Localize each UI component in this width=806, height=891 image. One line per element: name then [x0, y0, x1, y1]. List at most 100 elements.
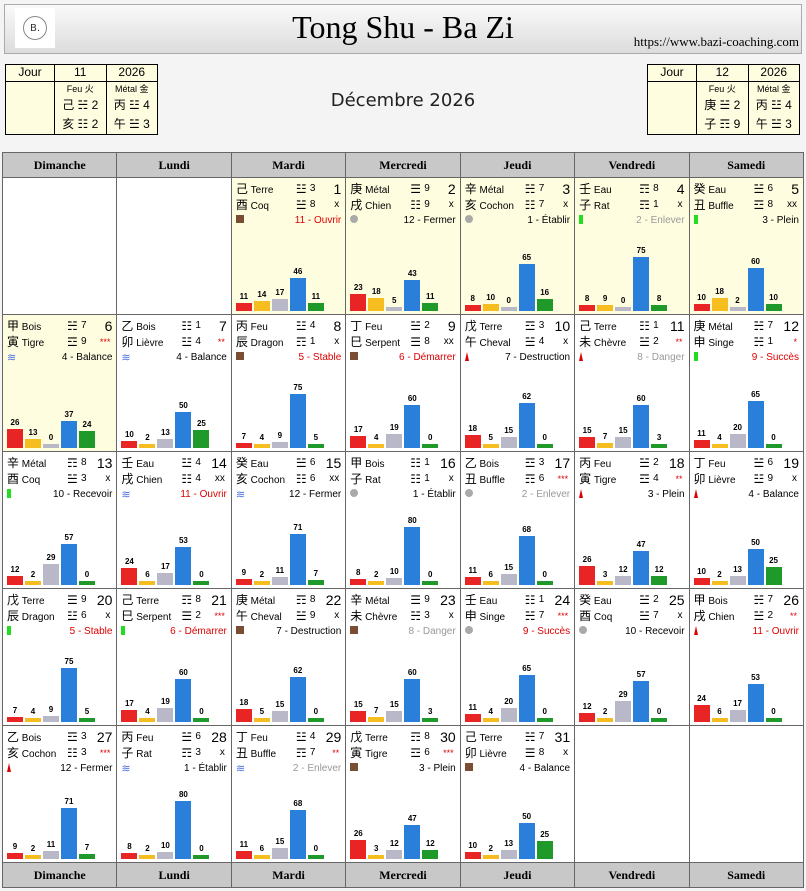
day-cell[interactable]: 乙 Bois ☲ 3 27 亥 Cochon ☷ 3 *** 12 - Fermer 9 2 11 71…: [1, 725, 118, 863]
day-number[interactable]: 14: [211, 455, 227, 471]
day-officer: 4 - Balance: [176, 352, 227, 363]
stem-element: Eau: [136, 459, 155, 470]
weekday-top-6: Samedi: [688, 152, 805, 178]
day-number[interactable]: 30: [440, 729, 456, 745]
day-cell[interactable]: 甲 Bois ☵ 7 6 寅 Tigre ☲ 9 *** ≋ 4 - Balance 26 13 0 37…: [1, 314, 118, 452]
day-number[interactable]: 23: [440, 592, 456, 608]
branch-animal: Rat: [593, 201, 610, 212]
brown-square-icon: [235, 215, 244, 227]
day-number[interactable]: 25: [668, 592, 685, 608]
element-bar-label-2: 13: [160, 427, 170, 437]
branch-row: 卯 Lièvre ☰ 8 x: [465, 745, 570, 761]
branch-row: 申 Singe ☵ 1 *: [694, 334, 799, 350]
day-number[interactable]: 12: [783, 318, 799, 334]
day-cell[interactable]: 戊 Terre ☲ 3 10 午 Cheval ☱ 4 x 7 - Destruction 18 5…: [459, 314, 576, 452]
day-number[interactable]: 29: [325, 729, 342, 745]
month-stem: 己 ☵ 2: [62, 98, 99, 112]
day-officer: 12 - Fermer: [289, 489, 342, 500]
day-cell[interactable]: 癸 Eau ☱ 6 15 亥 Cochon ☷ 6 xx ≋ 12 - Fermer 9 2 11 71 7: [230, 451, 347, 589]
branch-animal: Rat: [365, 475, 381, 486]
day-cell[interactable]: 甲 Bois ☵ 7 26 戌 Chien ☱ 2 ** 11 - Ouvrir 24 6 17 53 0: [688, 588, 805, 726]
flying-star: 3: [81, 473, 87, 484]
day-number[interactable]: 18: [668, 455, 685, 471]
element-bar-label-1: 2: [30, 570, 36, 579]
site-url-link[interactable]: https://www.bazi-coaching.com: [633, 34, 799, 49]
element-bar-label-2: 15: [618, 426, 628, 436]
day-rating: **: [789, 611, 797, 621]
day-cell[interactable]: 乙 Bois ☷ 1 7 卯 Lièvre ☳ 4 ** ≋ 4 - Balance 10 2 13 50…: [116, 314, 232, 452]
day-cell[interactable]: 壬 Eau ☶ 8 4 子 Rat ☶ 1 x 2 - Enlever 8 9 0 75 8: [574, 177, 690, 315]
day-number[interactable]: 21: [211, 592, 227, 608]
day-cell[interactable]: 丙 Feu ☱ 6 28 子 Rat ☶ 3 x ≋ 1 - Établir 8 2 10 80 0: [116, 725, 232, 863]
day-number[interactable]: 6: [104, 318, 113, 334]
day-cell[interactable]: 辛 Métal ☶ 8 13 酉 Coq ☱ 3 x 10 - Recevoir 12 2 29 57 0: [1, 451, 118, 589]
day-rating: ***: [99, 748, 111, 758]
day-cell[interactable]: 丙 Feu ☳ 4 8 辰 Dragon ☶ 1 x 5 - Stable 7 4 9 75 5: [230, 314, 347, 452]
trigram-icon: ☱: [753, 609, 765, 623]
day-cell[interactable]: 丁 Feu ☱ 6 19 卯 Lièvre ☳ 9 x 4 - Balance 10 2 13 50 25: [688, 451, 805, 589]
day-number[interactable]: 1: [333, 181, 342, 197]
day-number[interactable]: 4: [676, 181, 685, 197]
day-cell[interactable]: 丁 Feu ☳ 4 29 丑 Buffle ☶ 7 ** ≋ 2 - Enlever 11 6 15 68…: [230, 725, 347, 863]
day-cell[interactable]: 庚 Métal ☰ 9 2 戌 Chien ☷ 9 x 12 - Fermer 23 18 5 43 11: [345, 177, 461, 315]
day-number[interactable]: 9: [447, 318, 456, 334]
element-bar-label-1: 4: [488, 707, 493, 716]
day-cell[interactable]: 甲 Bois ☷ 1 16 子 Rat ☷ 1 x 1 - Établir 8 2 10 80 0: [345, 451, 461, 589]
day-cell[interactable]: 乙 Bois ☲ 3 17 丑 Buffle ☶ 6 *** 2 - Enlever 11 6 15 6…: [459, 451, 576, 589]
day-number[interactable]: 8: [333, 318, 342, 334]
day-number[interactable]: 24: [554, 592, 571, 608]
day-cell[interactable]: 壬 Eau ☷ 1 24 申 Singe ☵ 7 *** 9 - Succès 11 4 20 65 0: [459, 588, 576, 726]
day-number[interactable]: 13: [96, 455, 113, 471]
stem-element: Bois: [136, 322, 156, 333]
day-number[interactable]: 10: [554, 318, 571, 334]
element-bar-label-0: 24: [697, 693, 706, 703]
day-number[interactable]: 2: [447, 181, 456, 197]
element-bar-2: [157, 708, 174, 722]
logo[interactable]: B.: [15, 8, 55, 48]
branch-row: 子 Rat ☶ 3 x: [121, 745, 226, 761]
day-number[interactable]: 26: [783, 592, 799, 608]
day-number[interactable]: 22: [325, 592, 342, 608]
day-number[interactable]: 17: [554, 455, 571, 471]
day-number[interactable]: 5: [791, 181, 799, 197]
day-number[interactable]: 11: [669, 318, 685, 334]
day-cell[interactable]: 己 Terre ☵ 7 31 卯 Lièvre ☰ 8 x 4 - Balance 10 2 13 50…: [459, 725, 576, 863]
day-number[interactable]: 7: [219, 318, 227, 334]
day-cell[interactable]: 己 Terre ☳ 3 1 酉 Coq ☱ 8 x 11 - Ouvrir 11 14 17 46 11: [230, 177, 347, 315]
day-cell[interactable]: 己 Terre ☶ 8 21 巳 Serpent ☰ 2 *** 6 - Démarrer 17 4…: [116, 588, 232, 726]
day-number[interactable]: 27: [96, 729, 113, 745]
weekday-top-2: Mardi: [230, 152, 347, 178]
branch-animal: Cheval: [250, 612, 282, 623]
element-bar-label-0: 24: [124, 556, 134, 566]
stem-row: 庚 Métal ☵ 7 12: [694, 318, 799, 334]
day-cell[interactable]: 癸 Eau ☱ 2 25 酉 Coq ☱ 7 x 10 - Recevoir 12 2 29 57 0: [574, 588, 690, 726]
element-bar-3: [175, 678, 192, 722]
green-bar-icon: [7, 489, 11, 502]
day-cell[interactable]: 己 Terre ☷ 1 11 未 Chèvre ☱ 2 ** 8 - Danger 15 7 15 60…: [574, 314, 690, 452]
day-cell[interactable]: 辛 Métal ☰ 9 23 未 Chèvre ☵ 3 x 8 - Danger 15 7 15 60 3: [345, 588, 461, 726]
day-number[interactable]: 19: [783, 455, 799, 471]
day-number[interactable]: 20: [96, 592, 113, 608]
day-cell[interactable]: 庚 Métal ☶ 8 22 午 Cheval ☱ 9 x 7 - Destruction 18 5…: [230, 588, 347, 726]
day-number[interactable]: 3: [562, 181, 571, 197]
day-cell[interactable]: 戊 Terre ☶ 8 30 寅 Tigre ☲ 6 *** 3 - Plein 26 3 12 47 1…: [345, 725, 461, 863]
element-bar-label-4: 0: [428, 570, 433, 579]
day-number[interactable]: 31: [554, 729, 571, 745]
day-cell[interactable]: 戊 Terre ☰ 9 20 辰 Dragon ☳ 6 x 5 - Stable 7 4 9 75 5: [1, 588, 118, 726]
stem-row: 丙 Feu ☳ 4 8: [236, 318, 341, 334]
stem-element: Terre: [479, 733, 503, 744]
day-number[interactable]: 28: [211, 729, 227, 745]
current-month-pillars: Jour 12 2026 Feu 火庚 ☱ 2 子 ☶ 9 Métal 金丙 ☳ 4 午…: [647, 64, 800, 135]
element-bar-2: [615, 307, 632, 311]
day-cell[interactable]: 壬 Eau ☳ 4 14 戌 Chien ☷ 4 xx ≋ 11 - Ouvrir 24 6 17 53 0: [116, 451, 232, 589]
day-cell[interactable]: 辛 Métal ☵ 7 3 亥 Cochon ☷ 7 x 1 - Établir 8 10 0 65 16: [459, 177, 576, 315]
day-cell[interactable]: 丙 Feu ☱ 2 18 寅 Tigre ☲ 4 ** 3 - Plein 26 3 12 47 12: [574, 451, 690, 589]
day-number[interactable]: 15: [325, 455, 342, 471]
day-number[interactable]: 16: [440, 455, 456, 471]
element-bar-label-2: 0: [620, 296, 626, 305]
day-cell[interactable]: 癸 Eau ☱ 6 5 丑 Buffle ☲ 8 xx 3 - Plein 10 18 2 60 10: [688, 177, 805, 315]
day-cell[interactable]: 丁 Feu ☱ 2 9 巳 Serpent ☰ 8 xx 6 - Démarrer 17 4 19 60…: [345, 314, 461, 452]
trigram-icon: ☰: [410, 335, 422, 349]
day-cell[interactable]: 庚 Métal ☵ 7 12 申 Singe ☵ 1 * 9 - Succès 11 4 20 65 0: [688, 314, 805, 452]
element-bar-1: [482, 444, 499, 448]
